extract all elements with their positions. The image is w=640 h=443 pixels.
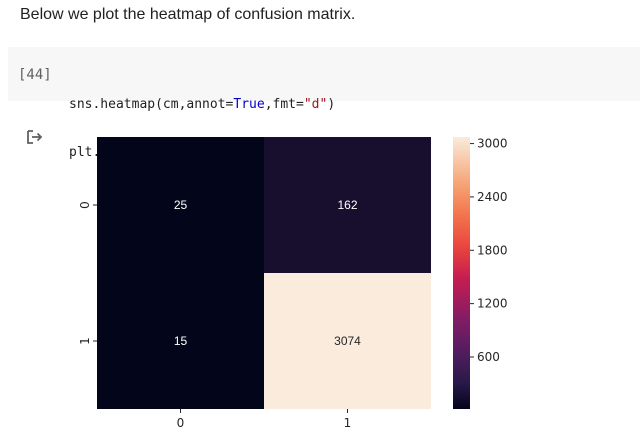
markdown-text: Below we plot the heatmap of confusion m… <box>20 6 356 23</box>
cell-annotation: 15 <box>174 334 188 348</box>
code-string: "d" <box>303 97 328 112</box>
colorbar-tick-label: 1800 <box>477 243 508 257</box>
code-text: sns.heatmap(cm,annot= <box>69 97 234 112</box>
execution-count: [44] <box>18 67 52 83</box>
cell-annotation: 3074 <box>334 334 361 348</box>
output-arrow-icon[interactable] <box>26 128 44 146</box>
colorbar <box>453 137 470 409</box>
heatmap-cell <box>97 273 264 409</box>
heatmap-chart: 25 162 15 3074 0 1 0 1 600 1200 1800 2400 3000 <box>78 137 508 430</box>
code-line-1: sns.heatmap(cm,annot=True,fmt="d") <box>69 97 335 113</box>
y-tick-label: 0 <box>78 201 92 209</box>
output-arrow-icon-svg <box>27 130 43 144</box>
x-tick-label: 1 <box>344 416 352 430</box>
colorbar-tick-label: 2400 <box>477 190 508 204</box>
heatmap-cell <box>97 137 264 273</box>
cell-annotation: 162 <box>337 198 357 212</box>
x-tick-label: 0 <box>177 416 185 430</box>
colorbar-tick-label: 3000 <box>477 137 508 151</box>
code-cell[interactable]: [44] sns.heatmap(cm,annot=True,fmt="d") … <box>8 47 640 160</box>
y-tick-label: 1 <box>78 337 92 345</box>
heatmap-cell <box>264 273 431 409</box>
colorbar-tick-label: 600 <box>477 350 500 364</box>
code-keyword: True <box>233 97 265 112</box>
heatmap-figure: 25 162 15 3074 0 1 0 1 600 1200 1800 2400 3000 <box>60 125 520 442</box>
code-text: ) <box>327 97 336 112</box>
code-text: ,fmt= <box>264 97 304 112</box>
colorbar-tick-label: 1200 <box>477 297 508 311</box>
cell-annotation: 25 <box>174 198 188 212</box>
heatmap-cell <box>264 137 431 273</box>
